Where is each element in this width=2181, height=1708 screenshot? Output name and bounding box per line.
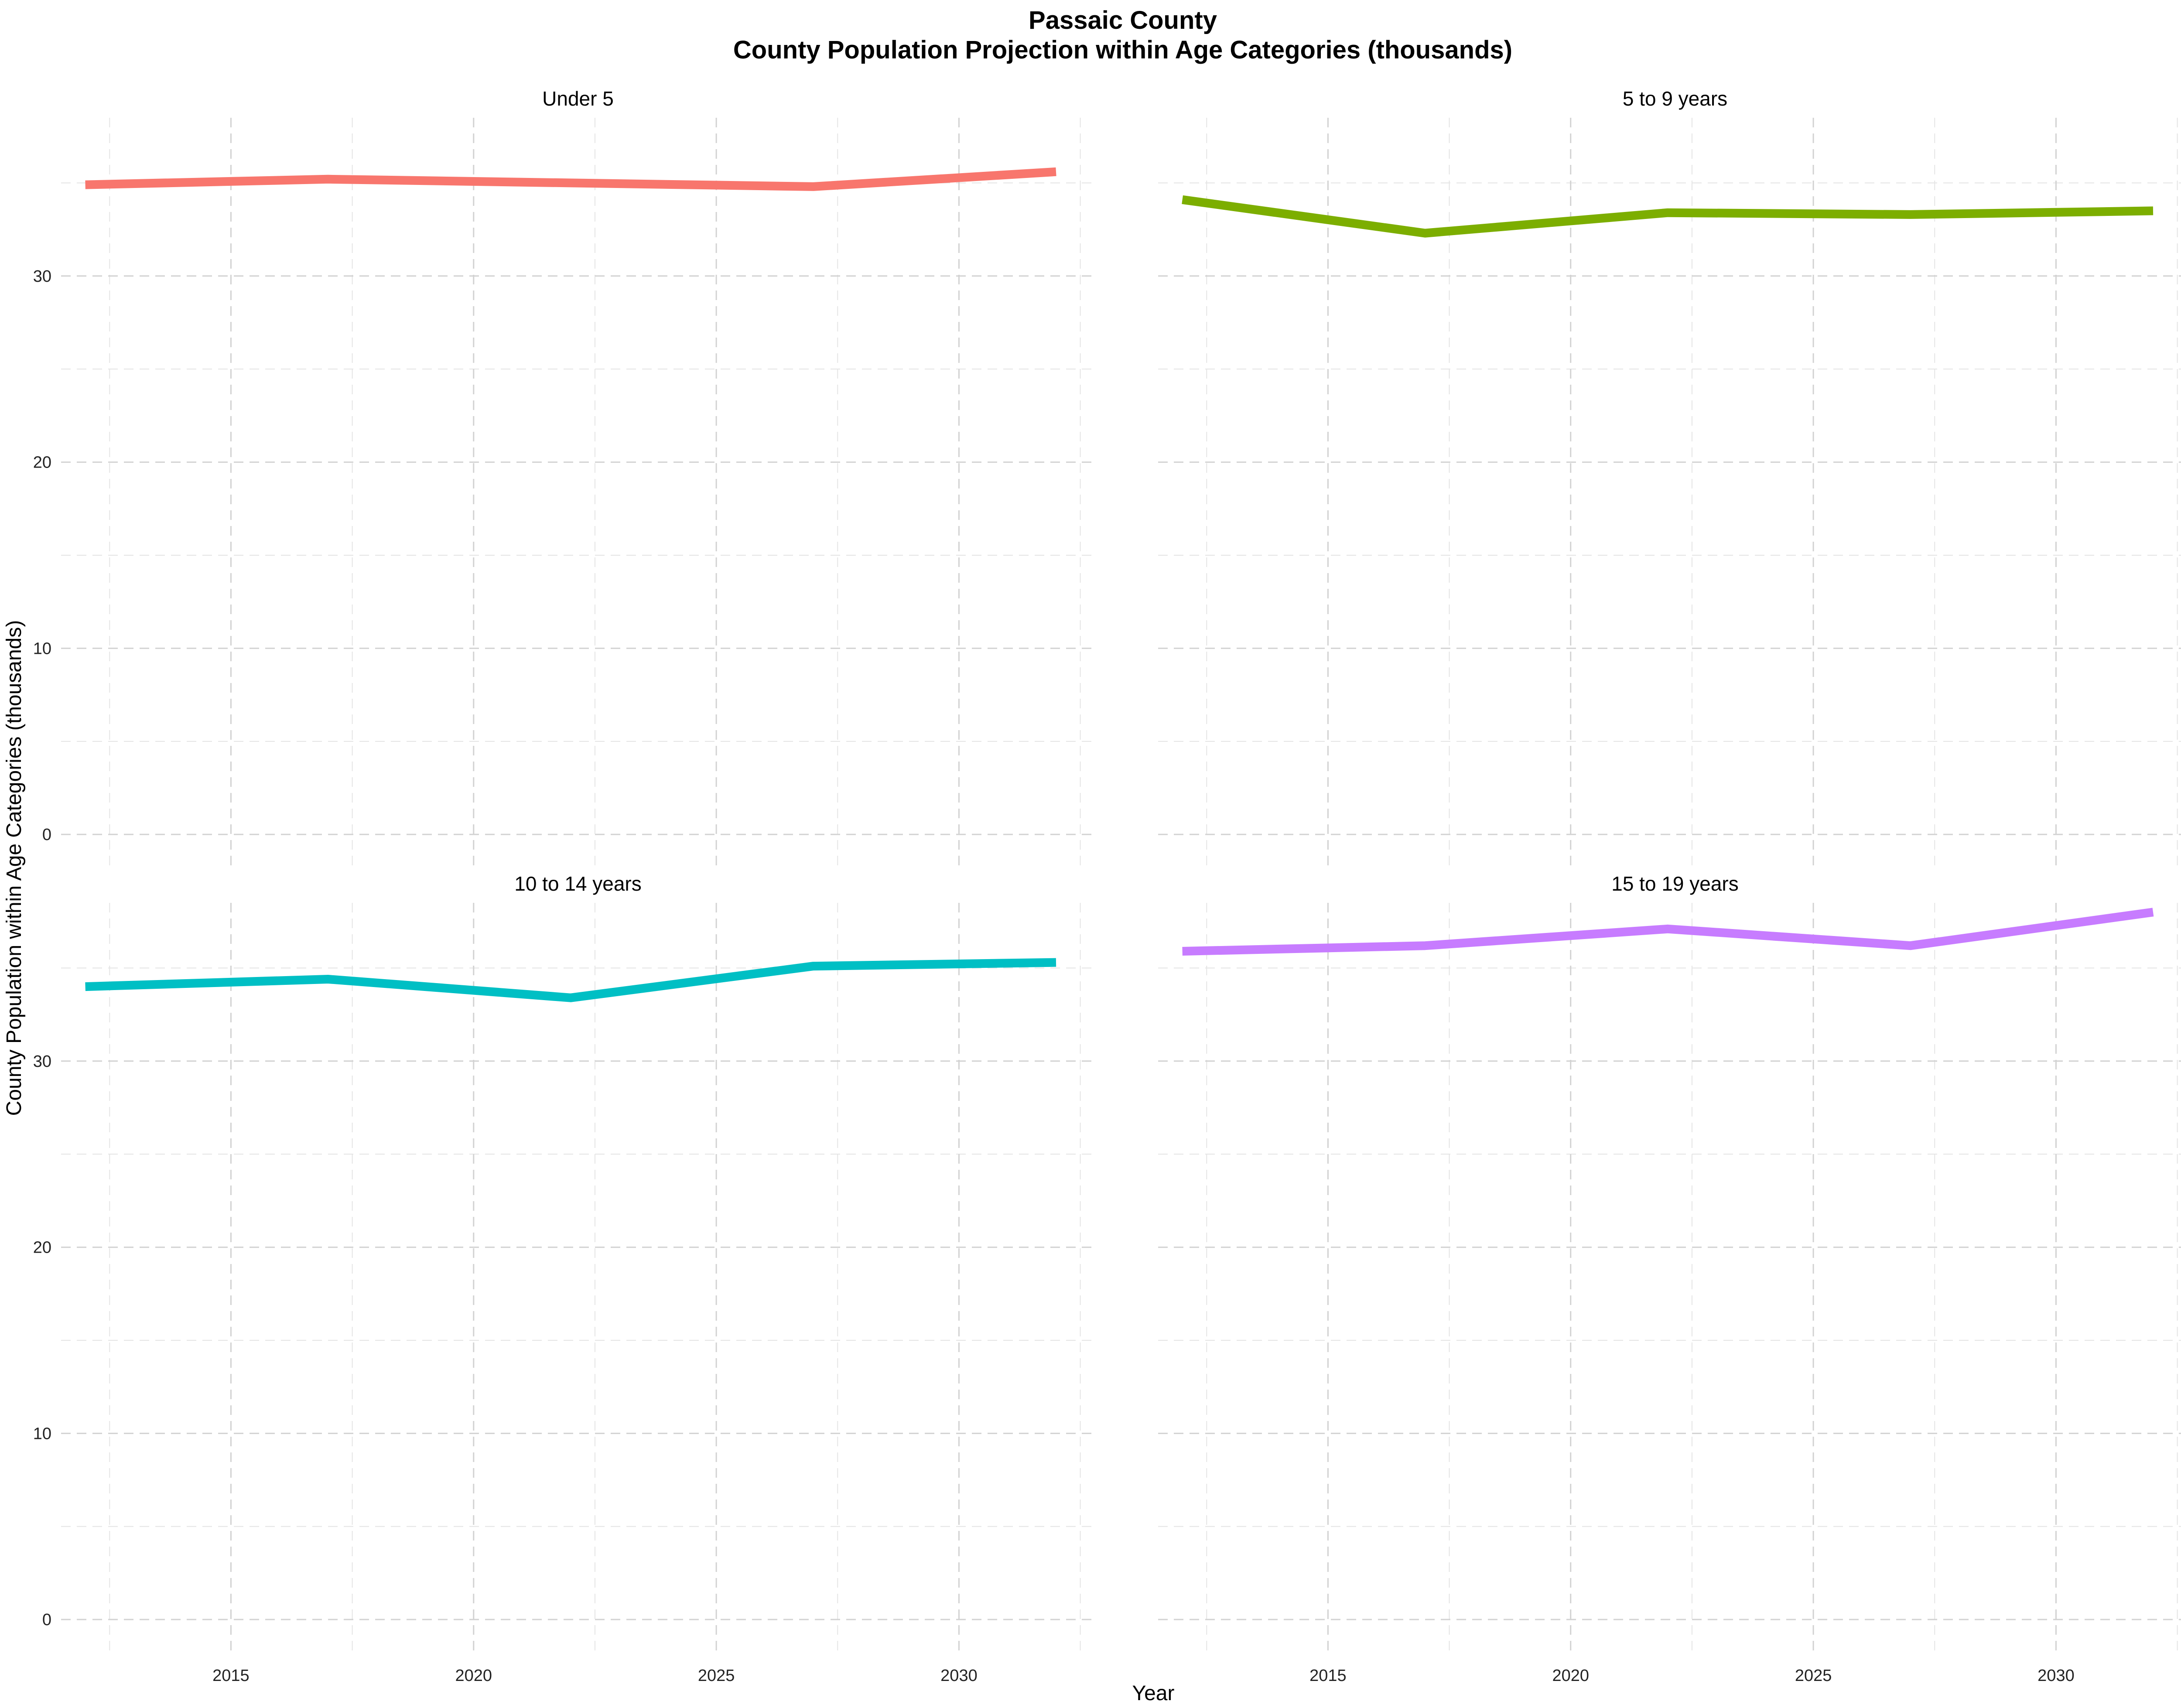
x-tick-label: 2015 [1309,1667,1347,1685]
series-line [85,167,1056,191]
x-tick-label: 2025 [1795,1667,1832,1685]
facet-label: Under 5 [542,87,614,110]
chart-title: Passaic County [1029,6,1217,34]
y-tick-label: 10 [33,639,51,658]
x-tick-label: 2030 [940,1667,978,1685]
y-tick-label: 20 [33,1239,51,1257]
x-tick-label: 2020 [455,1667,492,1685]
y-tick-label: 0 [42,1611,51,1629]
facet-label: 15 to 19 years [1611,872,1739,895]
y-axis-title: County Population within Age Categories … [3,620,26,1116]
series-line [1182,195,2154,238]
x-tick-label: 2025 [698,1667,735,1685]
y-tick-label: 10 [33,1424,51,1443]
facet-panel: Under 5 0 10 20 30 [33,87,1095,868]
series-line [85,958,1056,1002]
x-tick-label: 2030 [2037,1667,2075,1685]
y-tick-label: 0 [42,826,51,844]
facet-panel: 5 to 9 years [1158,87,2181,868]
facet-label: 5 to 9 years [1623,87,1727,110]
x-axis-title: Year [1132,1682,1175,1705]
y-tick-label: 20 [33,454,51,472]
y-tick-label: 30 [33,267,51,286]
facet-panel: 15 to 19 years 2015 2020 2025 2030 [1158,872,2181,1685]
facet-label: 10 to 14 years [514,872,642,895]
chart-subtitle: County Population Projection within Age … [733,36,1512,64]
y-tick-label: 30 [33,1052,51,1071]
series-line [1182,908,2154,956]
x-tick-label: 2015 [212,1667,250,1685]
x-tick-label: 2020 [1552,1667,1590,1685]
